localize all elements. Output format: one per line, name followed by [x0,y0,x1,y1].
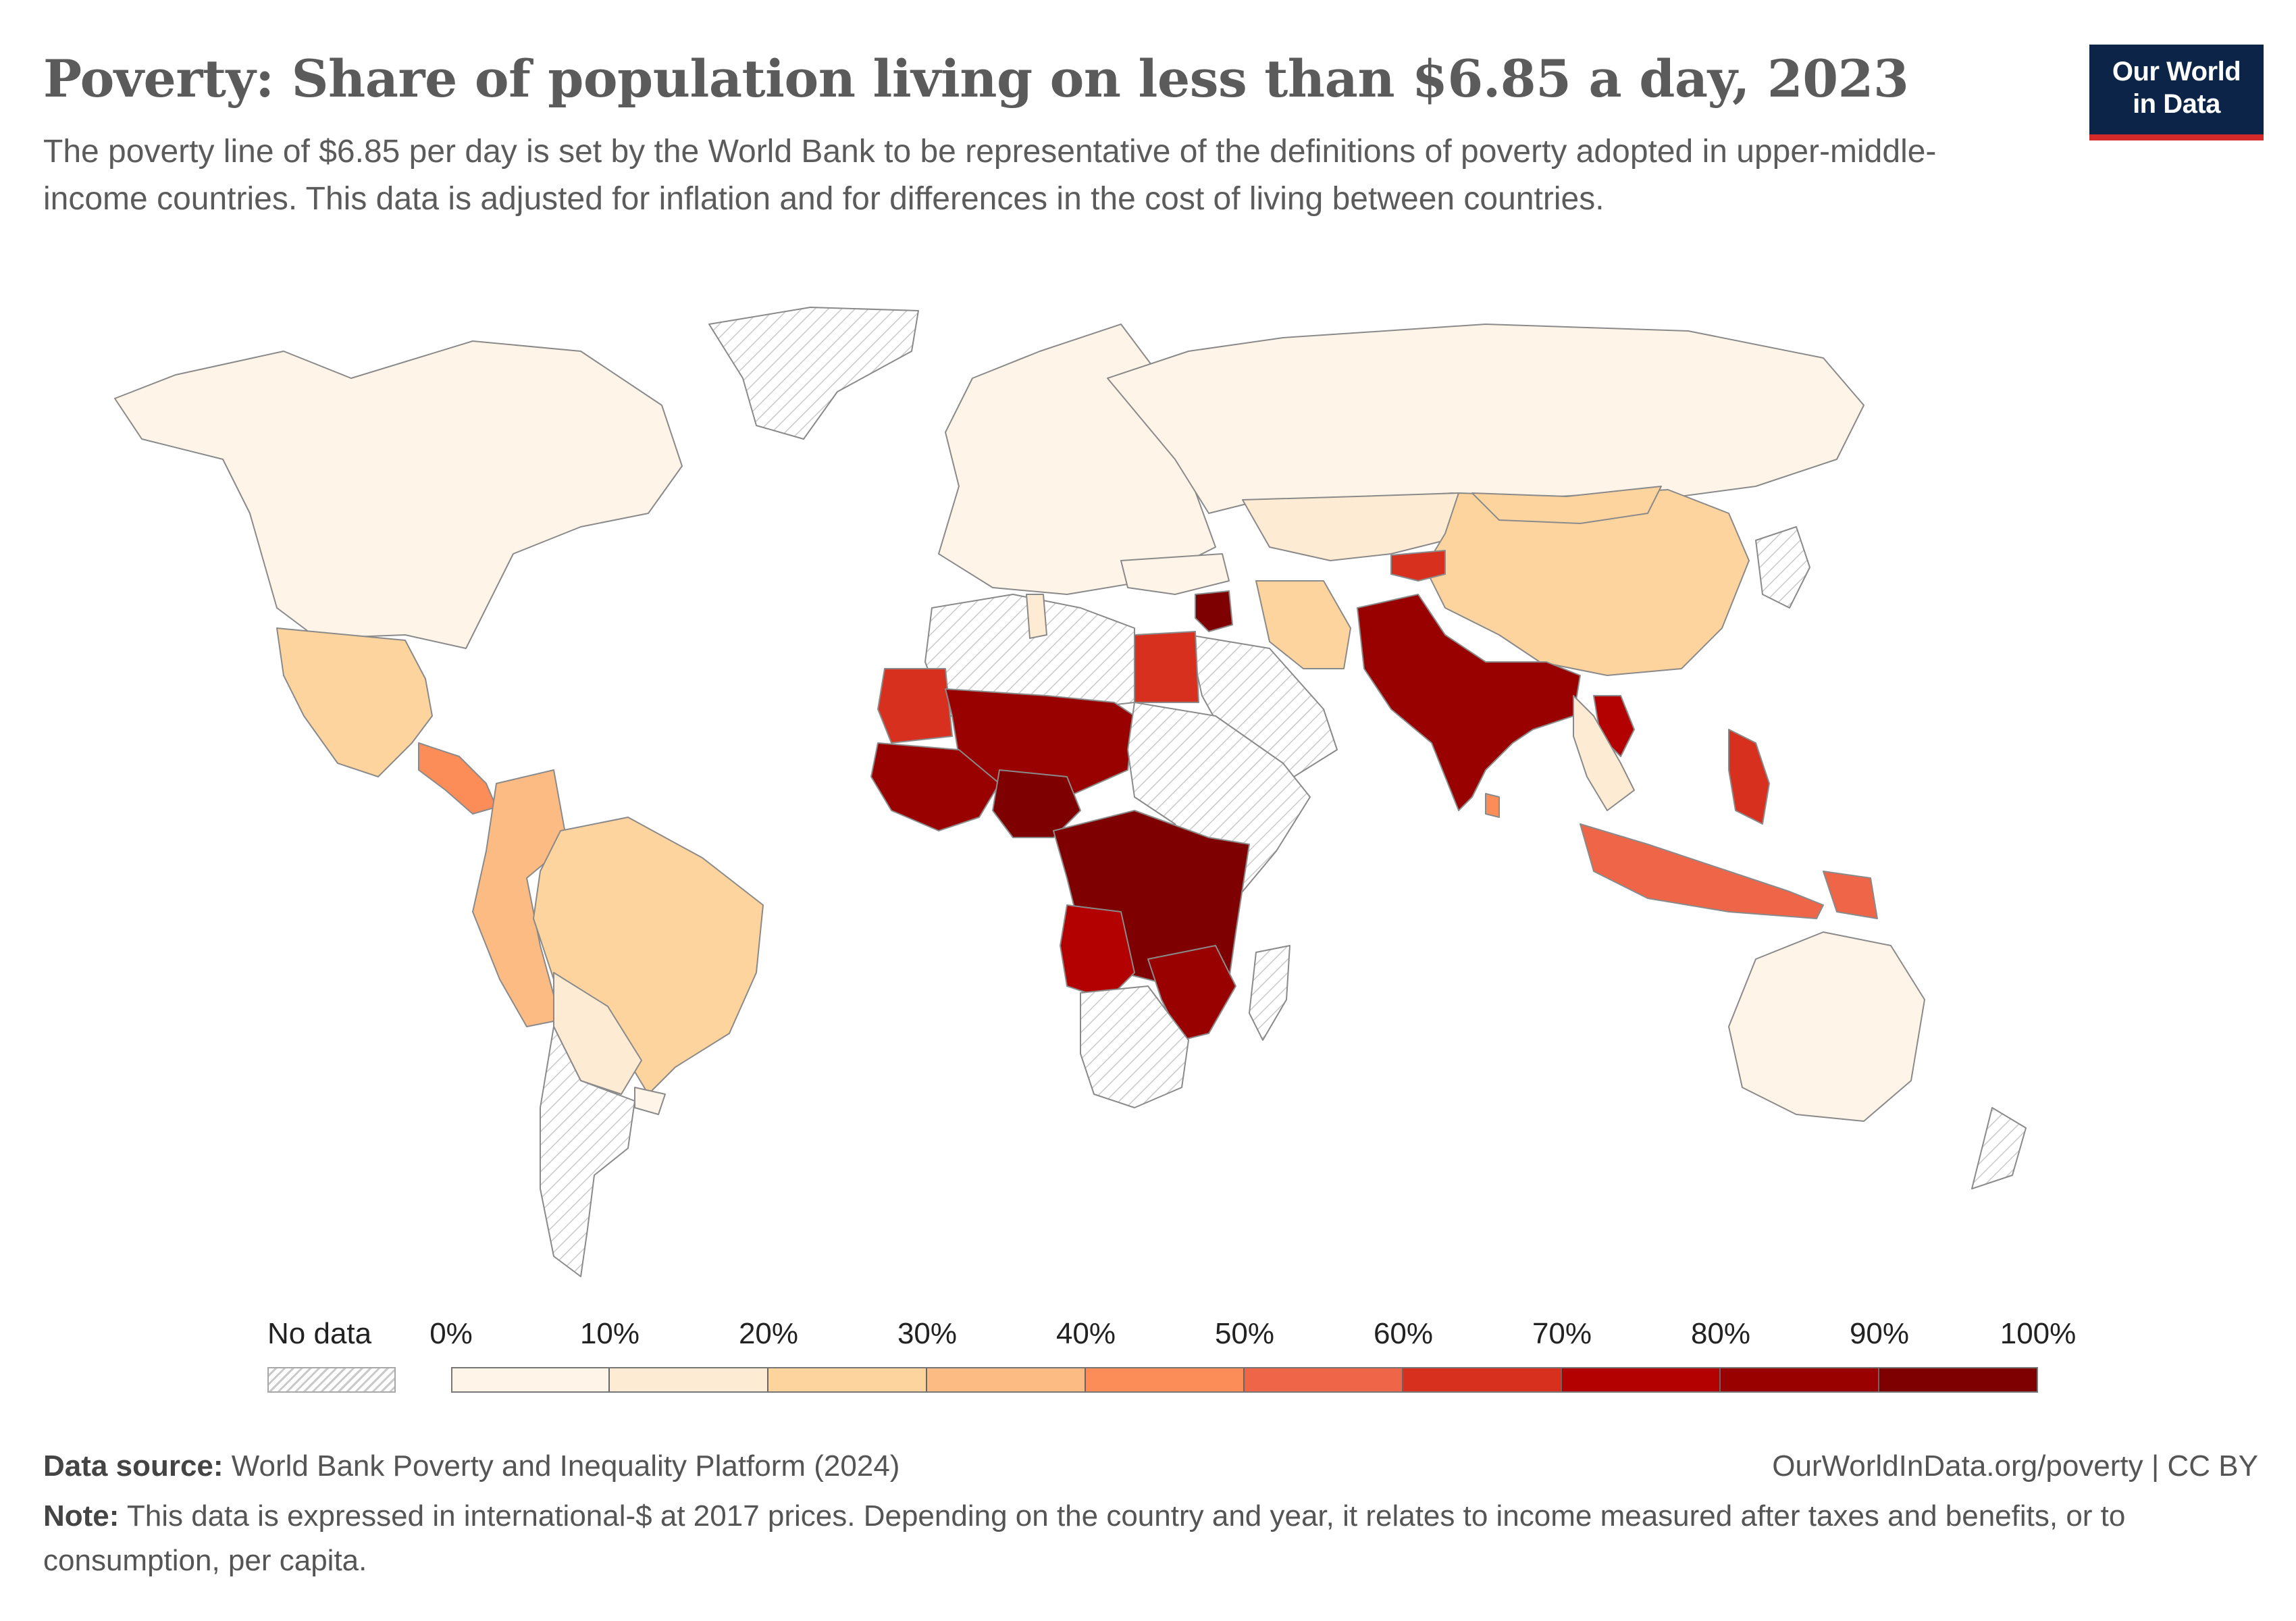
legend-no-data-label: No data [267,1317,372,1350]
region-japan-korea[interactable] [1755,526,1810,609]
legend-tick-7: 70% [1532,1317,1592,1350]
region-southern-africa[interactable] [1080,985,1189,1108]
region-tunisia[interactable] [1026,594,1047,639]
legend-bin-2[interactable] [768,1367,927,1393]
region-mauritania[interactable] [877,668,953,744]
legend-tick-5: 50% [1214,1317,1275,1350]
region-argentina-chile[interactable] [540,1026,635,1277]
legend-bin-7[interactable] [1562,1367,1721,1393]
region-syria[interactable] [1195,590,1233,632]
chart-title: Poverty: Share of population living on l… [43,49,1909,109]
legend-tick-6: 60% [1373,1317,1434,1350]
legend-bin-3[interactable] [927,1367,1086,1393]
legend-color-bar [451,1367,2038,1393]
note-text: This data is expressed in international-… [43,1499,2126,1577]
legend-tick-1: 10% [579,1317,640,1350]
region-mexico[interactable] [276,627,433,777]
region-kazakhstan[interactable] [1242,492,1459,561]
region-russia[interactable] [1107,324,1864,514]
legend-tick-0: 0% [429,1317,473,1350]
region-south-asia-india-pakistan-bangladesh[interactable] [1357,594,1581,811]
logo-line-2: in Data [2133,89,2220,119]
legend-tick-2: 20% [738,1317,799,1350]
region-mongolia[interactable] [1471,486,1662,524]
data-source: Data source: World Bank Poverty and Ineq… [43,1449,899,1483]
note: Note: This data is expressed in internat… [43,1494,2245,1583]
region-new-zealand[interactable] [1971,1107,2027,1189]
legend-tick-3: 30% [897,1317,958,1350]
region-sahel-mali-niger-chad[interactable] [945,688,1135,798]
region-west-africa[interactable] [870,742,1000,831]
region-kyrgyzstan-tajikistan[interactable] [1390,550,1446,582]
owid-logo[interactable]: Our World in Data [2089,45,2264,140]
legend-bin-1[interactable] [610,1367,768,1393]
logo-line-1: Our World [2112,57,2241,86]
note-label: Note: [43,1499,120,1533]
region-nigeria[interactable] [992,769,1081,838]
region-egypt[interactable] [1134,631,1199,703]
data-source-text[interactable]: World Bank Poverty and Inequality Platfo… [231,1449,900,1483]
legend-bin-0[interactable] [451,1367,610,1393]
region-indonesia[interactable] [1580,823,1824,919]
region-sri-lanka[interactable] [1485,793,1500,818]
legend-tick-4: 40% [1055,1317,1116,1350]
region-papua-new-guinea[interactable] [1823,871,1878,919]
legend-no-data-swatch[interactable] [267,1367,396,1393]
region-north-america[interactable] [114,340,683,649]
legend-bin-5[interactable] [1245,1367,1403,1393]
region-arabian-peninsula[interactable] [1188,634,1338,784]
region-turkey[interactable] [1120,553,1230,595]
legend-tick-8: 80% [1690,1317,1751,1350]
source-url[interactable]: OurWorldInData.org/poverty | CC BY [1772,1449,2258,1483]
legend-tick-10: 100% [2000,1317,2077,1350]
chart-subtitle: The poverty line of $6.85 per day is set… [43,134,1937,217]
region-madagascar[interactable] [1249,945,1290,1041]
region-brazil[interactable] [533,817,764,1095]
legend-bin-4[interactable] [1086,1367,1245,1393]
legend-bin-6[interactable] [1403,1367,1562,1393]
data-source-label: Data source: [43,1449,224,1483]
region-thailand-vietnam[interactable] [1573,695,1635,811]
region-iran[interactable] [1255,580,1351,669]
region-central-america[interactable] [418,742,497,815]
legend-bin-9[interactable] [1879,1367,2038,1393]
region-philippines[interactable] [1728,729,1770,825]
region-australia[interactable] [1728,931,1925,1122]
region-uruguay[interactable] [634,1087,666,1115]
region-greenland[interactable] [708,307,919,440]
legend-bin-8[interactable] [1721,1367,1879,1393]
legend-tick-9: 90% [1849,1317,1910,1350]
